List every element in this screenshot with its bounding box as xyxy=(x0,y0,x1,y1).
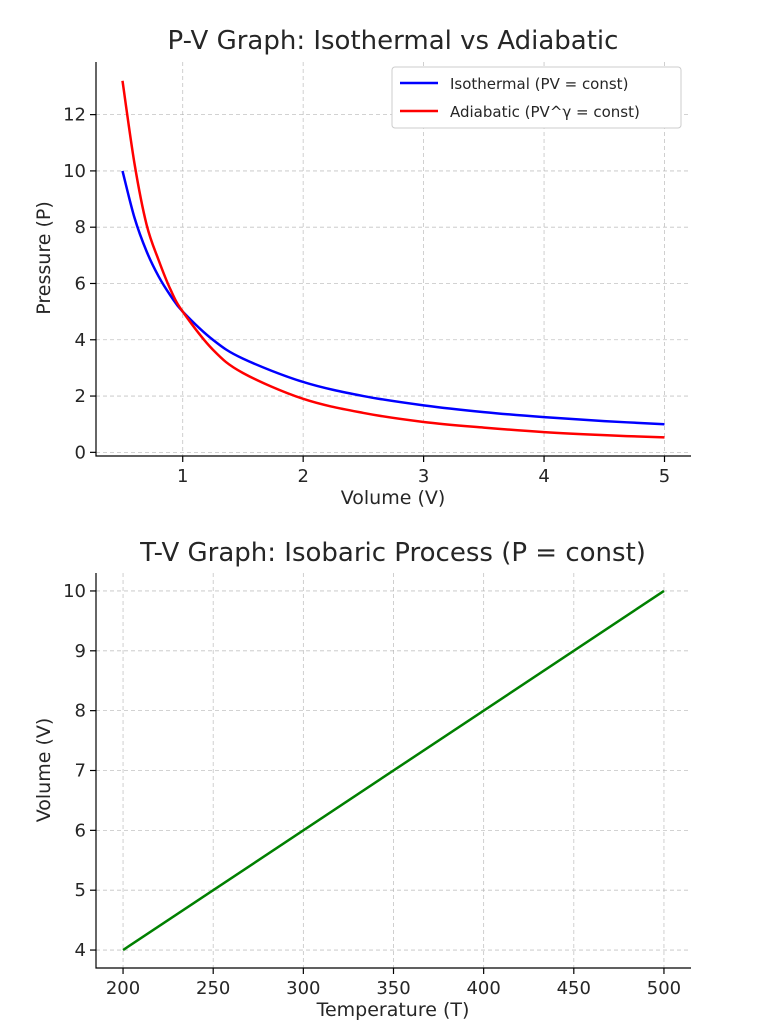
pv-y-tick-label-5: 10 xyxy=(63,161,86,182)
tv-y-tick-label-4: 8 xyxy=(75,701,86,722)
pv-y-tick-label-2: 4 xyxy=(75,330,86,351)
tv-x-tick-label-4: 400 xyxy=(466,978,500,999)
tv-x-tick-label-1: 250 xyxy=(196,978,230,999)
tv-x-tick-label-3: 350 xyxy=(376,978,410,999)
pv-x-tick-label-0: 1 xyxy=(177,466,188,487)
tv-x-axis-label: Temperature (T) xyxy=(316,999,470,1021)
pv-y-tick-label-3: 6 xyxy=(75,273,86,294)
pv-legend-label-adiabatic: Adiabatic (PV^γ = const) xyxy=(450,103,640,121)
tv-x-tick-label-5: 450 xyxy=(557,978,591,999)
pv-x-axis-label: Volume (V) xyxy=(341,487,446,509)
tv-chart: T-V Graph: Isobaric Process (P = const) … xyxy=(33,538,691,1021)
pv-y-tick-label-4: 8 xyxy=(75,217,86,238)
tv-y-tick-label-2: 6 xyxy=(75,820,86,841)
tv-x-tick-label-0: 200 xyxy=(106,978,140,999)
pv-y-tick-label-1: 2 xyxy=(75,386,86,407)
pv-y-tick-label-0: 0 xyxy=(75,442,86,463)
pv-y-tick-label-6: 12 xyxy=(63,105,86,126)
tv-y-tick-label-5: 9 xyxy=(75,641,86,662)
tv-series xyxy=(122,589,665,952)
pv-chart-title: P-V Graph: Isothermal vs Adiabatic xyxy=(168,26,619,56)
pv-series-line-0 xyxy=(121,170,665,426)
pv-x-tick-label-1: 2 xyxy=(297,466,308,487)
tv-series-line-0 xyxy=(122,589,665,952)
pv-legend: Isothermal (PV = const) Adiabatic (PV^γ … xyxy=(391,66,682,129)
pv-legend-box xyxy=(391,66,682,129)
tv-x-tick-label-2: 300 xyxy=(286,978,320,999)
tv-y-tick-label-6: 10 xyxy=(63,581,86,602)
tv-y-tick-label-1: 5 xyxy=(75,880,86,901)
pv-x-tick-label-2: 3 xyxy=(418,466,429,487)
tv-y-axis-label: Volume (V) xyxy=(33,718,55,823)
tv-chart-title: T-V Graph: Isobaric Process (P = const) xyxy=(139,538,646,568)
tv-y-tick-label-0: 4 xyxy=(75,940,86,961)
pv-series-line-1 xyxy=(121,80,665,439)
pv-x-tick-label-3: 4 xyxy=(538,466,549,487)
pv-series xyxy=(121,80,665,439)
tv-x-tick-label-6: 500 xyxy=(647,978,681,999)
tv-axis-spines xyxy=(95,573,691,969)
pv-legend-label-isothermal: Isothermal (PV = const) xyxy=(450,75,628,93)
pv-axis-spines xyxy=(95,62,691,457)
pv-y-axis-label: Pressure (P) xyxy=(33,201,55,314)
tv-y-tick-label-3: 7 xyxy=(75,761,86,782)
tv-axes: 200 250 300 350 400 450 500 4 5 6 7 8 9 10 xyxy=(63,573,691,999)
pv-x-tick-label-4: 5 xyxy=(659,466,670,487)
